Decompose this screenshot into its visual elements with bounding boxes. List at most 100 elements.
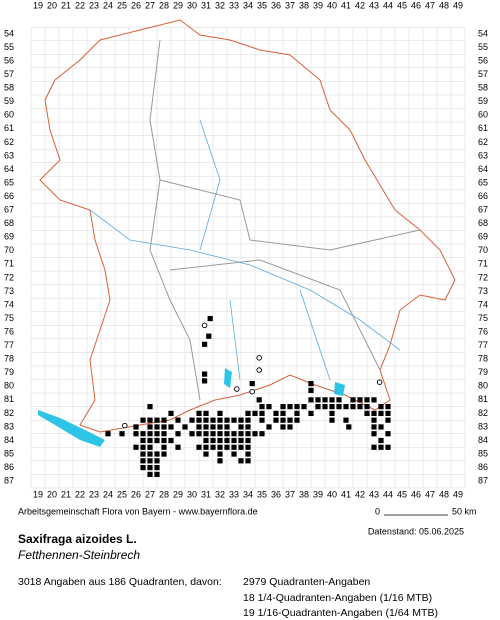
state-border xyxy=(39,19,456,433)
record-square xyxy=(161,417,167,423)
row-label: 85 xyxy=(478,448,488,458)
column-label: 24 xyxy=(103,489,113,499)
record-square xyxy=(147,451,153,457)
column-label: 41 xyxy=(341,0,351,10)
row-label: 76 xyxy=(478,326,488,336)
record-square xyxy=(168,424,174,430)
column-label: 25 xyxy=(117,0,127,10)
column-label: 46 xyxy=(411,0,421,10)
row-label: 84 xyxy=(478,435,488,445)
record-square xyxy=(161,437,167,444)
column-label: 37 xyxy=(285,489,295,499)
row-label: 68 xyxy=(478,218,488,228)
record-square xyxy=(154,458,160,464)
record-square xyxy=(280,417,286,423)
row-label: 59 xyxy=(4,96,14,106)
record-square xyxy=(308,410,314,416)
row-label: 56 xyxy=(4,55,14,65)
record-square xyxy=(385,410,391,416)
record-square xyxy=(371,424,377,430)
record-square xyxy=(329,417,335,423)
row-label: 67 xyxy=(4,205,14,215)
row-label: 64 xyxy=(4,164,14,174)
row-label: 70 xyxy=(4,245,14,255)
record-circle xyxy=(256,355,262,361)
record-square xyxy=(189,431,195,437)
record-square xyxy=(378,444,384,450)
record-square xyxy=(252,410,258,416)
record-square xyxy=(245,458,251,464)
column-label: 42 xyxy=(355,0,365,10)
record-square xyxy=(350,397,356,403)
row-label: 57 xyxy=(478,69,488,79)
record-square xyxy=(224,431,230,437)
record-square xyxy=(154,417,160,423)
row-label: 71 xyxy=(4,259,14,269)
record-square xyxy=(315,397,321,403)
record-square xyxy=(196,417,202,423)
record-square xyxy=(147,437,153,444)
record-square xyxy=(140,451,146,457)
record-square xyxy=(105,431,111,437)
column-label: 27 xyxy=(145,0,155,10)
record-square xyxy=(203,444,209,450)
row-label: 74 xyxy=(478,299,488,309)
record-square xyxy=(196,424,202,430)
row-label: 83 xyxy=(4,421,14,431)
column-label: 31 xyxy=(201,489,211,499)
record-square xyxy=(154,437,160,444)
record-square xyxy=(161,444,167,450)
record-square xyxy=(350,404,356,410)
record-square xyxy=(308,397,314,403)
record-square xyxy=(308,380,314,387)
column-label: 23 xyxy=(89,0,99,10)
row-label: 80 xyxy=(4,381,14,391)
column-label: 33 xyxy=(229,0,239,10)
record-square xyxy=(202,341,208,347)
row-label: 77 xyxy=(478,340,488,350)
record-square xyxy=(147,458,153,464)
record-circle xyxy=(234,386,240,392)
row-label: 79 xyxy=(478,367,488,377)
column-label: 49 xyxy=(453,489,463,499)
record-square xyxy=(168,437,174,444)
record-square xyxy=(378,437,384,444)
record-square xyxy=(322,404,328,410)
column-label: 20 xyxy=(47,0,57,10)
record-square xyxy=(273,410,279,416)
record-square xyxy=(217,444,223,450)
row-label: 78 xyxy=(478,354,488,364)
row-label: 61 xyxy=(4,123,14,133)
record-square xyxy=(336,404,342,410)
record-square xyxy=(140,444,146,450)
district-border xyxy=(149,39,421,401)
record-square xyxy=(147,465,153,471)
credit: Arbeitsgemeinschaft Flora von Bayern - w… xyxy=(18,506,258,516)
record-square xyxy=(238,444,244,450)
column-label: 39 xyxy=(313,0,323,10)
row-label: 57 xyxy=(4,69,14,79)
record-square xyxy=(371,417,377,423)
record-square xyxy=(175,417,181,423)
record-square xyxy=(238,458,244,464)
record-square xyxy=(224,417,230,423)
row-label: 80 xyxy=(478,381,488,391)
column-label: 19 xyxy=(33,489,43,499)
row-label: 54 xyxy=(4,28,14,38)
record-square xyxy=(217,451,223,457)
column-label: 49 xyxy=(453,0,463,10)
scale-start: 0 xyxy=(375,506,380,516)
record-square xyxy=(210,431,216,437)
record-square xyxy=(217,417,223,423)
record-square xyxy=(238,424,244,430)
record-square xyxy=(140,431,146,437)
row-label: 85 xyxy=(4,448,14,458)
column-label: 42 xyxy=(355,489,365,499)
record-square xyxy=(329,397,335,403)
breakdown: 19 1/16-Quadranten-Angaben (1/64 MTB) xyxy=(243,607,438,619)
record-square xyxy=(343,417,349,423)
record-square xyxy=(238,437,244,444)
record-square xyxy=(147,404,153,410)
record-square xyxy=(371,431,377,437)
record-square xyxy=(231,451,237,457)
